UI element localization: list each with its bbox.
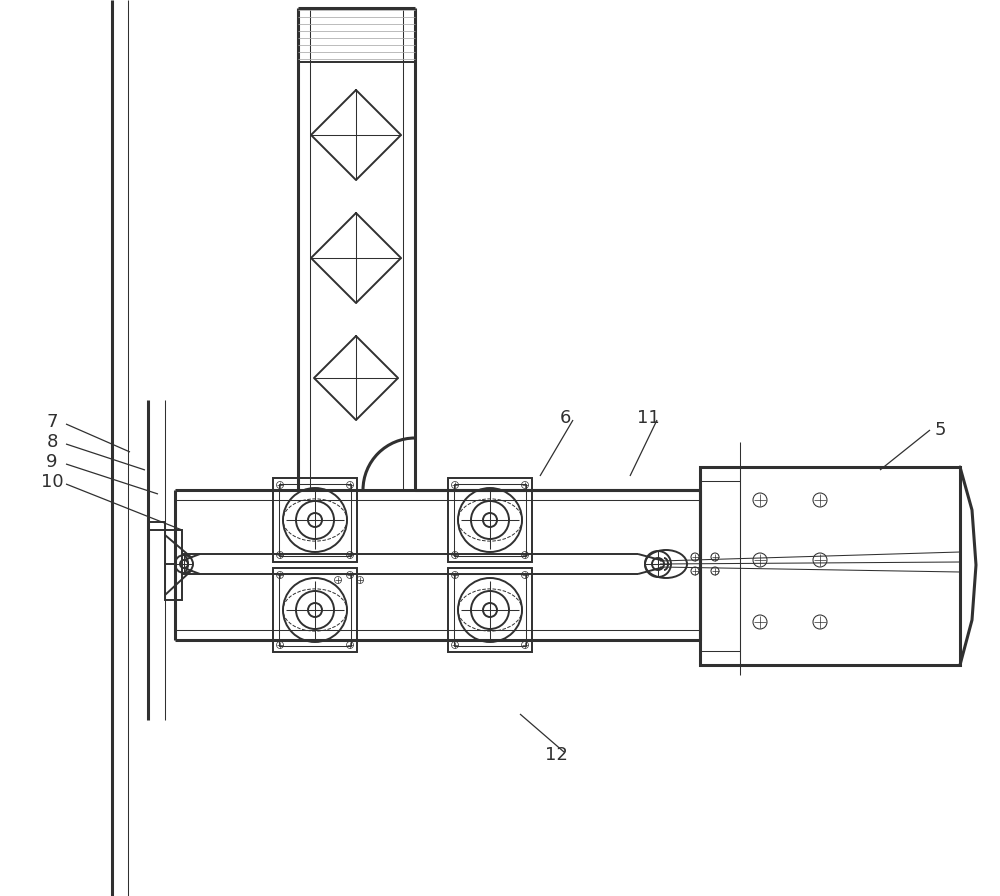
Bar bbox=[273, 568, 357, 652]
Text: 10: 10 bbox=[41, 473, 63, 491]
Text: 9: 9 bbox=[46, 453, 58, 471]
Text: 5: 5 bbox=[934, 421, 946, 439]
Bar bbox=[448, 478, 532, 562]
Bar bbox=[454, 484, 526, 556]
Bar bbox=[165, 530, 182, 600]
Text: 6: 6 bbox=[559, 409, 571, 427]
Bar bbox=[273, 478, 357, 562]
Bar bbox=[454, 574, 526, 646]
Bar bbox=[700, 467, 960, 665]
Text: 12: 12 bbox=[545, 746, 567, 764]
Text: 7: 7 bbox=[46, 413, 58, 431]
Bar bbox=[279, 484, 351, 556]
Text: 11: 11 bbox=[637, 409, 659, 427]
Bar bbox=[448, 568, 532, 652]
Bar bbox=[279, 574, 351, 646]
Text: 8: 8 bbox=[46, 433, 58, 451]
